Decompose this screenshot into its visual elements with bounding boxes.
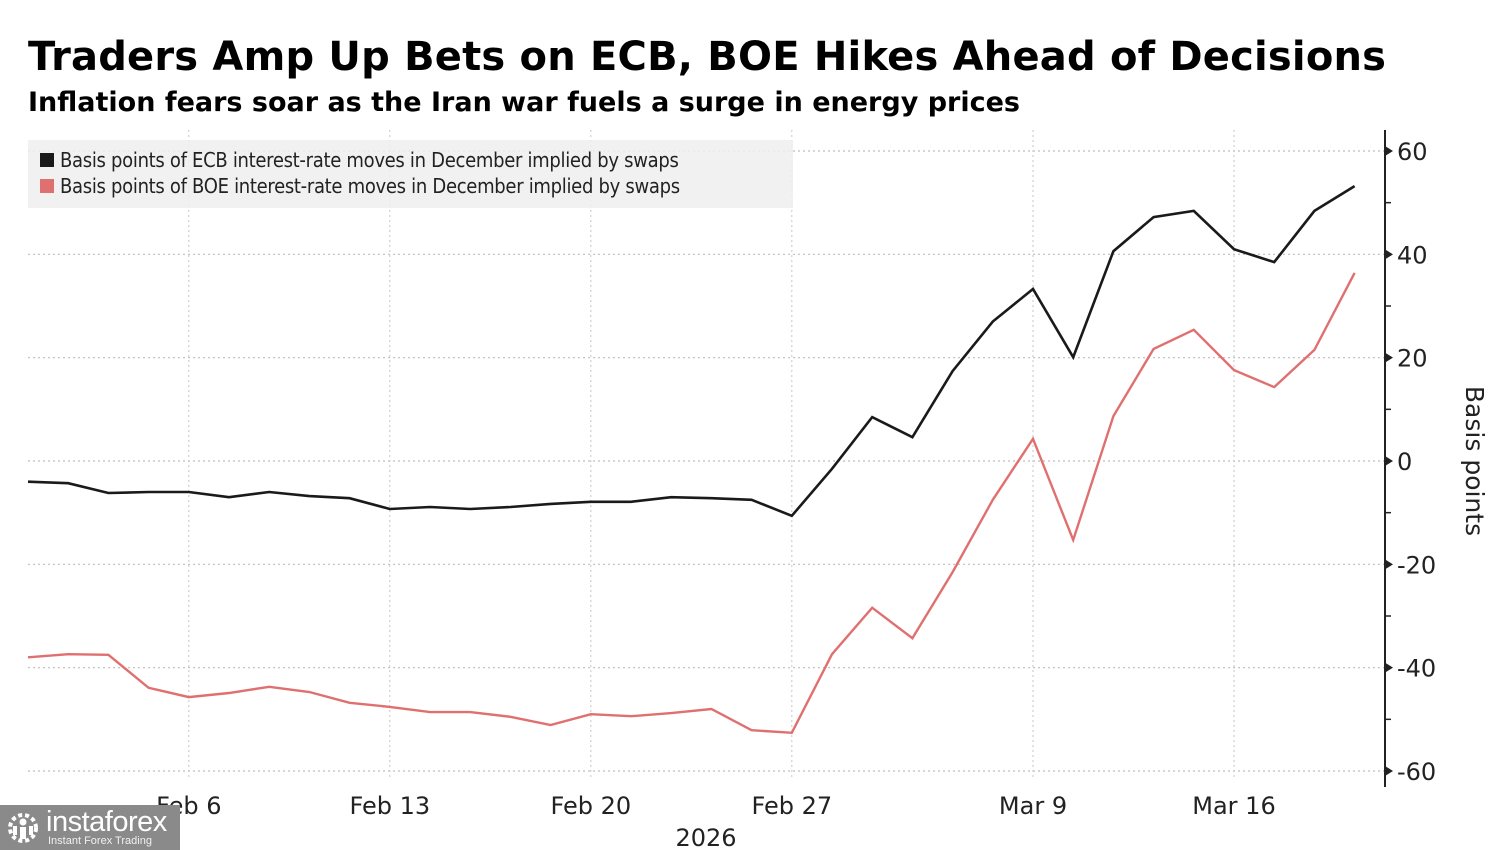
y-tick-label: 60 bbox=[1397, 138, 1428, 166]
y-tick-label: -20 bbox=[1397, 551, 1436, 579]
chart-subtitle: Inflation fears soar as the Iran war fue… bbox=[28, 87, 1020, 118]
y-tick-mark bbox=[1385, 352, 1393, 363]
y-tick-mark bbox=[1385, 662, 1393, 673]
y-tick-mark bbox=[1385, 456, 1393, 466]
legend-item-boe[interactable]: Basis points of BOE interest-rate moves … bbox=[40, 174, 680, 198]
watermark-brand: instaforex bbox=[46, 806, 167, 838]
x-tick-label: Mar 16 bbox=[1192, 792, 1275, 820]
y-tick-label: 40 bbox=[1397, 241, 1428, 269]
legend: Basis points of ECB interest-rate moves … bbox=[28, 140, 793, 208]
y-tick-mark bbox=[1385, 249, 1393, 260]
y-tick-mark bbox=[1385, 146, 1393, 156]
x-tick-label: Feb 13 bbox=[349, 792, 430, 820]
x-axis-year-label: 2026 bbox=[675, 824, 736, 850]
y-tick-label: 0 bbox=[1397, 448, 1412, 476]
series-line-boe bbox=[27, 272, 1356, 735]
instaforex-watermark: instaforex Instant Forex Trading bbox=[0, 805, 180, 850]
y-axis: 60 40 20 0 -20 -40 -60 bbox=[1384, 130, 1436, 787]
y-tick-label: 20 bbox=[1397, 345, 1428, 373]
y-tick-mark bbox=[1385, 766, 1393, 776]
grid bbox=[28, 130, 1385, 780]
y-tick-mark bbox=[1385, 559, 1393, 570]
legend-label-ecb: Basis points of ECB interest-rate moves … bbox=[60, 148, 679, 172]
watermark-tagline: Instant Forex Trading bbox=[48, 835, 152, 847]
legend-item-ecb[interactable]: Basis points of ECB interest-rate moves … bbox=[40, 148, 679, 172]
series-line-ecb bbox=[27, 184, 1356, 518]
chart-title: Traders Amp Up Bets on ECB, BOE Hikes Ah… bbox=[28, 34, 1387, 80]
y-tick-label: -40 bbox=[1397, 655, 1436, 683]
y-tick-label: -60 bbox=[1397, 758, 1436, 786]
x-axis: Feb 6 Feb 13 Feb 20 Feb 27 Mar 9 Mar 16 bbox=[156, 792, 1276, 820]
legend-label-boe: Basis points of BOE interest-rate moves … bbox=[60, 174, 680, 198]
x-tick-label: Feb 27 bbox=[751, 792, 832, 820]
legend-swatch-boe bbox=[40, 179, 54, 193]
y-axis-label: Basis points bbox=[1460, 386, 1489, 536]
legend-swatch-ecb bbox=[40, 153, 54, 167]
x-tick-label: Mar 9 bbox=[999, 792, 1067, 820]
gear-person-logo-icon bbox=[8, 813, 38, 843]
x-tick-label: Feb 20 bbox=[550, 792, 631, 820]
series-lines bbox=[27, 184, 1356, 735]
